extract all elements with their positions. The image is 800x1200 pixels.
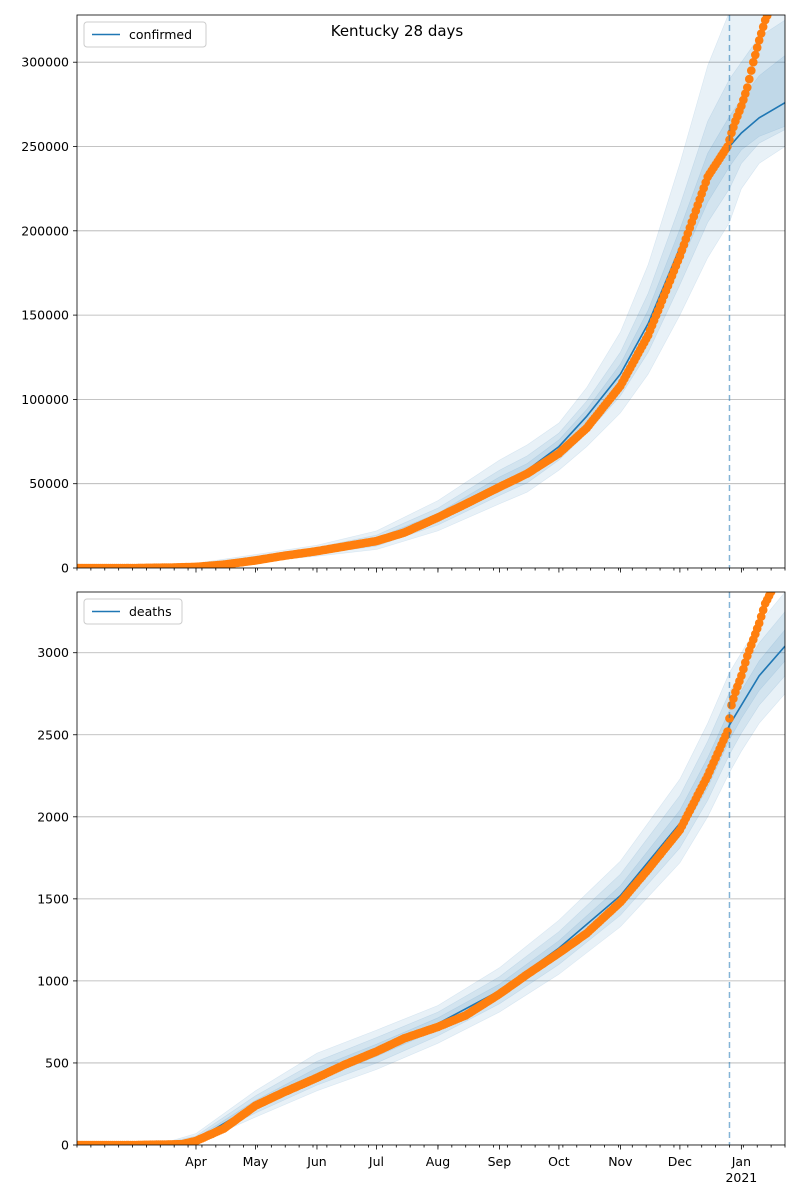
y-tick-label: 1500 — [37, 891, 69, 906]
x-year-label: 2021 — [725, 1170, 757, 1185]
plot-area — [77, 2, 785, 568]
uncertainty-band — [77, 629, 785, 1145]
y-tick-label: 100000 — [21, 392, 69, 407]
observed-point — [756, 612, 766, 621]
observed-point — [723, 727, 732, 736]
x-tick-label: Jul — [368, 1154, 384, 1169]
x-tick-label: Nov — [608, 1154, 633, 1169]
x-tick-label: Jun — [306, 1154, 327, 1169]
observed-point — [766, 592, 776, 597]
legend-box — [83, 21, 207, 48]
observed-point — [739, 664, 748, 674]
model-line — [77, 645, 785, 1145]
y-tick-label: 2000 — [37, 809, 69, 824]
observed-point — [754, 618, 764, 628]
axes-frame — [76, 14, 786, 569]
legend-label: confirmed — [129, 27, 192, 42]
y-tick-label: 300000 — [21, 55, 69, 70]
observed-point — [758, 605, 768, 615]
y-tick-label: 250000 — [21, 139, 69, 154]
legend-box — [83, 598, 183, 625]
y-tick-label: 0 — [61, 1138, 69, 1153]
x-tick-label: Sep — [488, 1154, 512, 1169]
y-tick-label: 150000 — [21, 308, 69, 323]
uncertainty-band — [77, 592, 785, 1145]
figure-title: Kentucky 28 days — [331, 22, 464, 40]
uncertainty-band — [77, 19, 785, 568]
y-tick-label: 3000 — [37, 645, 69, 660]
x-tick-label: May — [243, 1154, 269, 1169]
x-tick-label: Aug — [426, 1154, 450, 1169]
x-tick-label: Oct — [548, 1154, 570, 1169]
x-axis-year: 2021 — [725, 1170, 757, 1185]
observed-point — [745, 74, 754, 84]
uncertainty-band — [77, 15, 785, 568]
y-tick-label: 200000 — [21, 223, 69, 238]
y-tick-label: 2500 — [37, 727, 69, 742]
observed-point — [762, 15, 772, 20]
y-tick-label: 500 — [45, 1055, 69, 1070]
x-tick-label: Dec — [668, 1154, 692, 1169]
observed-point — [767, 2, 776, 11]
observed-point — [743, 83, 752, 92]
confirmed-panel: 0 50000 100000 150000 200000 250000 300000 conf… — [21, 2, 786, 576]
x-tick-label: Jan — [731, 1154, 751, 1169]
uncertainty-band — [77, 611, 785, 1145]
plot-area — [77, 592, 785, 1145]
y-tick-label: 50000 — [29, 476, 69, 491]
observed-point — [752, 43, 762, 52]
observed-point — [725, 714, 734, 723]
observed-point — [741, 658, 750, 667]
observed-point — [729, 694, 738, 703]
observed-point — [756, 29, 766, 38]
y-tick-label: 0 — [61, 561, 69, 576]
axes-frame — [76, 591, 786, 1146]
observed-point — [767, 15, 771, 16]
x-tick-label: Apr — [185, 1154, 207, 1169]
observed-point — [751, 50, 760, 60]
observed-point — [747, 66, 756, 75]
y-tick-label: 1000 — [37, 973, 69, 988]
deaths-panel: 0 500 1000 1500 2000 2500 3000 Apr May Jun Jul Aug S… — [37, 591, 786, 1169]
observed-point — [749, 57, 758, 67]
observed-point — [758, 22, 768, 32]
observed-point — [754, 36, 764, 45]
observed-point — [737, 671, 746, 680]
legend-label: deaths — [129, 604, 172, 619]
